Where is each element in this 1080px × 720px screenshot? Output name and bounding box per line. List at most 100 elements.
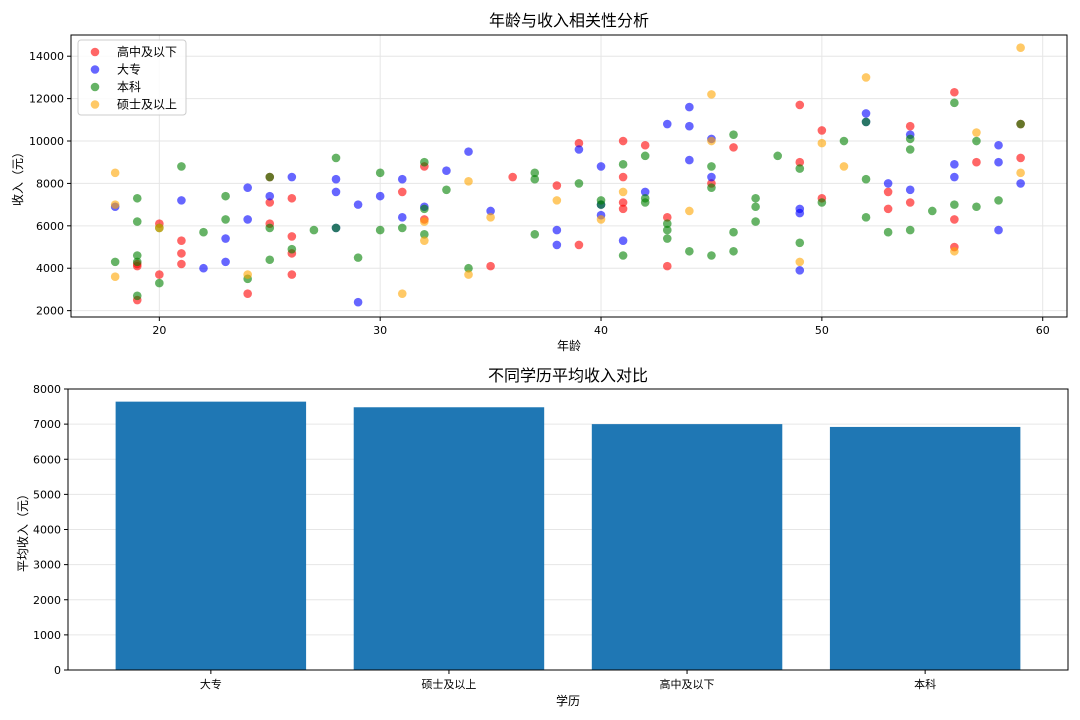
scatter-point	[132, 217, 142, 226]
scatter-point	[795, 266, 805, 275]
bar-bars	[115, 401, 1021, 670]
scatter-point	[950, 160, 959, 169]
legend-frame	[77, 39, 187, 116]
scatter-point	[905, 185, 915, 195]
scatter-point	[199, 263, 208, 273]
scatter-point	[640, 187, 650, 197]
scatter-point	[132, 251, 142, 260]
scatter-point	[464, 270, 473, 279]
scatter-point	[243, 270, 252, 279]
bar-x-axis-label: 学历	[556, 693, 580, 708]
scatter-point	[640, 140, 650, 150]
scatter-plot-frame	[70, 34, 1068, 318]
scatter-point	[464, 177, 473, 186]
scatter-point	[1016, 119, 1025, 129]
scatter-point	[331, 174, 341, 184]
bar-y-tick-label: 7000	[33, 418, 61, 431]
scatter-point	[950, 87, 959, 97]
scatter-point	[287, 270, 297, 279]
scatter-point	[994, 225, 1003, 235]
scatter-point	[685, 102, 694, 112]
scatter-point	[375, 168, 385, 178]
scatter-point	[950, 246, 959, 256]
bar-title: 不同学历平均收入对比	[488, 366, 648, 385]
scatter-point	[685, 246, 694, 256]
scatter-point	[331, 153, 341, 163]
bar-x-ticks: 大专 硕士及以上 高中及以下 本科	[200, 670, 936, 691]
scatter-point	[596, 215, 606, 224]
scatter-point	[618, 136, 628, 146]
scatter-point	[221, 215, 230, 224]
scatter-point	[552, 225, 562, 235]
scatter-point	[861, 174, 871, 184]
scatter-point	[375, 191, 385, 201]
scatter-point	[707, 183, 716, 192]
scatter-point	[795, 208, 805, 218]
scatter-point	[795, 100, 805, 110]
scatter-point	[177, 196, 186, 205]
scatter-point	[596, 196, 606, 205]
scatter-point	[883, 227, 893, 237]
scatter-point	[530, 230, 540, 239]
scatter-point	[1016, 168, 1025, 178]
scatter-point	[486, 206, 495, 216]
scatter-point	[530, 174, 540, 184]
legend-marker	[90, 47, 100, 57]
scatter-point	[795, 157, 805, 167]
scatter-point	[420, 157, 429, 167]
scatter-point	[729, 227, 738, 237]
scatter-point	[530, 168, 540, 178]
scatter-point	[132, 193, 142, 203]
bar	[115, 401, 307, 670]
bar-y-tick-label: 0	[54, 664, 61, 677]
scatter-point	[861, 73, 871, 82]
scatter-y-tick-label: 8000	[36, 177, 64, 190]
legend-label: 本科	[117, 80, 141, 94]
scatter-point	[265, 198, 275, 207]
scatter-point	[994, 196, 1003, 205]
scatter-point	[618, 172, 628, 182]
scatter-point	[397, 223, 407, 233]
scatter-point	[773, 151, 782, 161]
scatter-point	[618, 160, 628, 169]
scatter-point	[618, 204, 628, 214]
scatter-point	[751, 193, 760, 203]
scatter-point	[950, 215, 959, 224]
scatter-point	[751, 217, 760, 226]
scatter-point	[994, 157, 1003, 167]
bar-y-ticks: 0 1000 2000 3000 4000 5000 6000 7000 8000	[33, 383, 68, 677]
scatter-point	[685, 206, 694, 216]
scatter-point	[972, 136, 981, 146]
scatter-point	[420, 230, 429, 239]
scatter-point	[861, 213, 871, 222]
scatter-point	[199, 227, 208, 237]
scatter-point	[707, 172, 716, 182]
scatter-point	[287, 244, 297, 254]
scatter-y-tick-label: 6000	[36, 220, 64, 233]
scatter-x-axis-label: 年龄	[557, 339, 581, 353]
scatter-point	[155, 270, 164, 279]
scatter-point	[397, 174, 407, 184]
scatter-point	[905, 225, 915, 235]
scatter-point	[817, 198, 827, 207]
legend-marker	[90, 65, 100, 74]
scatter-point	[221, 234, 230, 243]
scatter-point	[552, 196, 562, 205]
scatter-point	[950, 200, 959, 209]
scatter-point	[950, 172, 959, 182]
scatter-point	[287, 172, 297, 182]
scatter-point	[927, 206, 937, 216]
legend-label: 硕士及以上	[117, 98, 177, 112]
scatter-point	[618, 198, 628, 207]
scatter-point	[265, 223, 275, 233]
scatter-point	[618, 251, 628, 260]
scatter-x-ticks: 20 30 40 50 60	[152, 317, 1050, 337]
scatter-point	[839, 136, 849, 146]
scatter-point	[685, 121, 694, 131]
scatter-point	[729, 130, 738, 139]
scatter-point	[1016, 179, 1025, 188]
scatter-point	[574, 240, 584, 250]
scatter-point	[662, 234, 672, 243]
scatter-point	[177, 162, 186, 171]
scatter-point	[177, 236, 186, 245]
